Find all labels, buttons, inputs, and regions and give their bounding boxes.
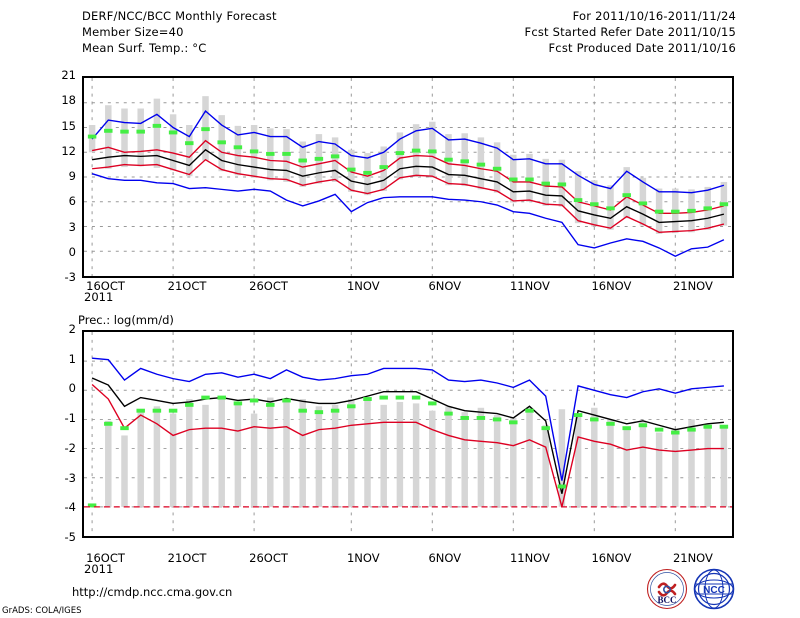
grads-credit: GrADS: COLA/IGES bbox=[2, 606, 82, 616]
y-tick-label: -1 bbox=[64, 411, 76, 426]
precipitation-plot-canvas bbox=[84, 332, 732, 536]
precipitation-plot-panel bbox=[82, 330, 734, 538]
x-tick-label: 16NOV bbox=[591, 279, 632, 293]
member-size-label: Member Size=40 bbox=[82, 25, 184, 39]
y-tick-label: 0 bbox=[68, 381, 76, 396]
variable-label: Mean Surf. Temp.: °C bbox=[82, 41, 207, 55]
header: DERF/NCC/BCC Monthly Forecast Member Siz… bbox=[0, 0, 800, 66]
precip-axis-year: 2011 bbox=[84, 562, 114, 576]
forecast-started-label: Fcst Started Refer Date 2011/10/15 bbox=[524, 25, 736, 39]
y-tick-label: 18 bbox=[61, 93, 76, 108]
x-tick-label: 6NOV bbox=[428, 551, 462, 565]
y-tick-label: -3 bbox=[64, 270, 76, 284]
forecast-produced-label: Fcst Produced Date 2011/10/16 bbox=[548, 41, 736, 55]
x-tick-label: 21OCT bbox=[167, 551, 207, 565]
x-tick-label: 21OCT bbox=[167, 279, 207, 293]
y-tick-label: 1 bbox=[68, 351, 76, 366]
header-right-block: For 2011/10/16-2011/11/24 Fcst Started R… bbox=[525, 8, 737, 56]
y-tick-label: 6 bbox=[68, 194, 76, 209]
x-tick-label: 16OCT bbox=[86, 551, 125, 565]
website-url[interactable]: http://cmdp.ncc.cma.gov.cn bbox=[72, 585, 233, 599]
x-tick-label: 21NOV bbox=[672, 551, 713, 565]
precip-axis-title: Prec.: log(mm/d) bbox=[78, 313, 174, 327]
y-tick-label: 0 bbox=[68, 244, 76, 259]
y-tick-label: -2 bbox=[64, 440, 76, 455]
page-title: DERF/NCC/BCC Monthly Forecast bbox=[82, 9, 277, 23]
x-tick-label: 26OCT bbox=[249, 551, 288, 565]
x-tick-label: 1NOV bbox=[346, 279, 380, 293]
svg-text:BCC: BCC bbox=[657, 595, 676, 605]
bcc-logo: BCC bbox=[646, 568, 688, 610]
y-tick-label: 15 bbox=[61, 118, 76, 133]
y-tick-label: 12 bbox=[61, 143, 76, 158]
y-tick-label: -5 bbox=[64, 530, 76, 544]
x-tick-label: 11NOV bbox=[509, 279, 550, 293]
svg-text:NCC: NCC bbox=[703, 585, 725, 596]
x-tick-label: 1NOV bbox=[346, 551, 380, 565]
x-tick-label: 26OCT bbox=[249, 279, 288, 293]
temperature-plot-canvas bbox=[84, 78, 732, 276]
y-tick-label: -3 bbox=[64, 470, 76, 485]
x-tick-label: 16NOV bbox=[591, 551, 632, 565]
x-tick-label: 16OCT bbox=[86, 279, 125, 293]
x-tick-label: 11NOV bbox=[509, 551, 550, 565]
y-tick-label: 9 bbox=[68, 169, 76, 183]
x-tick-label: 21NOV bbox=[672, 279, 713, 293]
y-tick-label: -4 bbox=[64, 500, 76, 515]
forecast-range-label: For 2011/10/16-2011/11/24 bbox=[572, 9, 736, 23]
x-tick-label: 6NOV bbox=[428, 279, 462, 293]
header-left-block: DERF/NCC/BCC Monthly Forecast Member Siz… bbox=[82, 8, 277, 56]
y-tick-label: 3 bbox=[68, 219, 76, 234]
y-tick-label: 2 bbox=[68, 322, 76, 336]
temperature-axis-year: 2011 bbox=[84, 290, 114, 304]
temperature-plot-panel bbox=[82, 76, 734, 278]
ncc-logo: NCC bbox=[692, 568, 736, 610]
y-tick-label: 21 bbox=[61, 68, 76, 82]
